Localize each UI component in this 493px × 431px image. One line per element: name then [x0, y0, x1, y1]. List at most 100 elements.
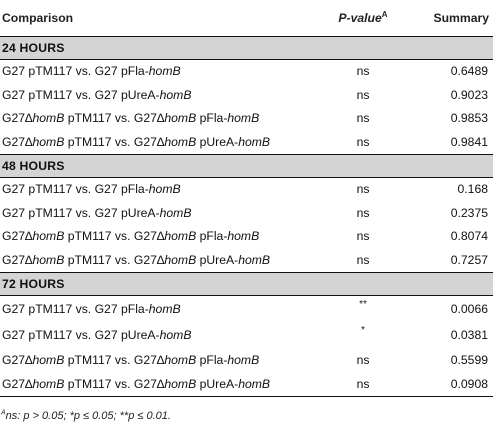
table-row: G27∆homB pTM117 vs. G27∆homB pUreA-homB n…	[0, 248, 493, 272]
table-row: G27∆homB pTM117 vs. G27∆homB pFla-homB ns…	[0, 107, 493, 131]
section-label: 24 HOURS	[0, 35, 493, 60]
header-summary: Summary	[433, 10, 489, 25]
comparison-text: pTM117 vs. G27∆	[64, 353, 165, 368]
gene-name: homB	[159, 87, 192, 102]
header-pvalue-sup: A	[381, 9, 388, 19]
gene-name: homB	[164, 229, 197, 244]
pvalue-cell: ns	[356, 134, 370, 149]
summary-cell: 0.8074	[450, 229, 488, 244]
section-header-row: 48 HOURS	[0, 153, 493, 178]
comparison-text: G27∆	[2, 134, 33, 149]
gene-name: homB	[227, 353, 260, 368]
gene-name: homB	[227, 111, 260, 126]
header-comparison: Comparison	[2, 10, 74, 25]
comparison-cell: G27∆homB pTM117 vs. G27∆homB pFla-homB	[0, 107, 318, 131]
gene-name: homB	[32, 134, 65, 149]
gene-name: homB	[238, 134, 271, 149]
pvalue-cell: ns	[318, 372, 408, 397]
pvalue-cell: ns	[356, 353, 370, 368]
table-row: G27 pTM117 vs. G27 pFla-homB ns 0.168	[0, 177, 493, 201]
comparison-text: pUreA-	[196, 252, 239, 267]
section-header-row: 24 HOURS	[0, 35, 493, 60]
summary-cell: 0.0908	[408, 372, 493, 397]
comparison-cell: G27 pTM117 vs. G27 pFla-homB	[0, 177, 318, 201]
comparison-text: G27∆	[2, 252, 33, 267]
pvalue-cell: ns	[356, 182, 370, 197]
comparison-text: pTM117 vs. G27∆	[64, 229, 165, 244]
comparison-text: pUreA-	[196, 134, 239, 149]
comparison-cell: G27∆homB pTM117 vs. G27∆homB pUreA-homB	[0, 130, 318, 154]
table-row: G27 pTM117 vs. G27 pFla-homB ns 0.6489	[0, 59, 493, 83]
gene-name: homB	[159, 205, 192, 220]
table-row: G27∆homB pTM117 vs. G27∆homB pFla-homB ns…	[0, 349, 493, 373]
gene-name: homB	[164, 376, 197, 391]
comparison-cell: G27 pTM117 vs. G27 pUreA-homB	[0, 322, 318, 349]
gene-name: homB	[148, 182, 181, 197]
gene-name: homB	[32, 252, 65, 267]
comparison-cell: G27∆homB pTM117 vs. G27∆homB pFla-homB	[0, 349, 318, 373]
table-row: G27 pTM117 vs. G27 pFla-homB ** 0.0066	[0, 295, 493, 322]
summary-cell: 0.5599	[450, 353, 488, 368]
gene-name: homB	[159, 328, 192, 343]
comparison-text: pTM117 vs. G27∆	[64, 252, 165, 267]
comparison-text: G27∆	[2, 111, 33, 126]
gene-name: homB	[148, 64, 181, 79]
comparison-cell: G27∆homB pTM117 vs. G27∆homB pUreA-homB	[0, 372, 318, 397]
pvalue-cell: ns	[356, 205, 370, 220]
comparison-text: G27∆	[2, 353, 33, 368]
comparison-text: G27 pTM117 vs. G27 pFla-	[2, 182, 149, 197]
gene-name: homB	[32, 229, 65, 244]
gene-name: homB	[164, 134, 197, 149]
gene-name: homB	[164, 353, 197, 368]
comparison-table: Comparison P-valueA Summary 24 HOURS G27 …	[0, 0, 493, 397]
table-body: 24 HOURS G27 pTM117 vs. G27 pFla-homB ns 0.…	[0, 35, 493, 397]
pvalue-cell: **	[359, 298, 367, 310]
summary-cell: 0.0381	[450, 328, 488, 343]
gene-name: homB	[148, 301, 181, 316]
gene-name: homB	[238, 252, 271, 267]
pvalue-cell: ns	[356, 87, 370, 102]
pvalue-cell: ns	[356, 229, 370, 244]
pvalue-cell: ns	[356, 252, 370, 267]
summary-cell: 0.9853	[450, 111, 488, 126]
comparison-text: pTM117 vs. G27∆	[64, 111, 165, 126]
comparison-cell: G27 pTM117 vs. G27 pFla-homB	[0, 59, 318, 83]
summary-cell: 0.168	[457, 182, 489, 197]
footnote-text: ns: p > 0.05; *p ≤ 0.05; **p ≤ 0.01.	[5, 410, 171, 422]
footnote-marker: A	[1, 409, 6, 417]
section-label: 48 HOURS	[0, 153, 493, 178]
table-row: G27∆homB pTM117 vs. G27∆homB pUreA-homB n…	[0, 130, 493, 154]
comparison-text: pFla-	[196, 353, 228, 368]
comparison-text: G27 pTM117 vs. G27 pUreA-	[2, 328, 160, 343]
comparison-cell: G27 pTM117 vs. G27 pUreA-homB	[0, 201, 318, 225]
section-label: 72 HOURS	[0, 271, 493, 296]
gene-name: homB	[32, 376, 65, 391]
summary-cell: 0.9023	[450, 87, 488, 102]
pvalue-cell: *	[361, 325, 365, 336]
table-header-row: Comparison P-valueA Summary	[0, 0, 493, 36]
summary-cell: 0.9841	[450, 134, 488, 149]
comparison-text: G27 pTM117 vs. G27 pFla-	[2, 64, 149, 79]
summary-cell: 0.0066	[450, 301, 488, 316]
comparison-text: G27∆	[2, 229, 33, 244]
gene-name: homB	[227, 229, 260, 244]
comparison-text: pTM117 vs. G27∆	[64, 376, 165, 391]
table-row: G27∆homB pTM117 vs. G27∆homB pFla-homB ns…	[0, 225, 493, 249]
comparison-text: pUreA-	[196, 376, 239, 391]
table-row: G27∆homB pTM117 vs. G27∆homB pUreA-homB n…	[0, 372, 493, 397]
comparison-text: pFla-	[196, 229, 228, 244]
comparison-cell: G27∆homB pTM117 vs. G27∆homB pFla-homB	[0, 225, 318, 249]
summary-cell: 0.2375	[450, 205, 488, 220]
comparison-text: pTM117 vs. G27∆	[64, 134, 165, 149]
gene-name: homB	[164, 111, 197, 126]
gene-name: homB	[32, 111, 65, 126]
section-header-row: 72 HOURS	[0, 271, 493, 296]
comparison-text: G27∆	[2, 376, 33, 391]
comparison-cell: G27 pTM117 vs. G27 pFla-homB	[0, 295, 318, 322]
header-pvalue-label: P-value	[338, 10, 382, 25]
comparison-text: G27 pTM117 vs. G27 pUreA-	[2, 87, 160, 102]
gene-name: homB	[238, 376, 271, 391]
comparison-text: G27 pTM117 vs. G27 pUreA-	[2, 205, 160, 220]
summary-cell: 0.7257	[450, 252, 488, 267]
comparison-text: G27 pTM117 vs. G27 pFla-	[2, 301, 149, 316]
